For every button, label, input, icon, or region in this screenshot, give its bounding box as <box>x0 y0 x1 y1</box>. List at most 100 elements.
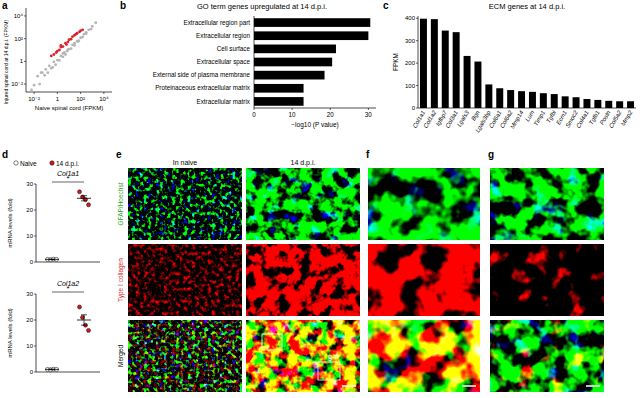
x-tick <box>57 92 58 94</box>
category-label: Timp1 <box>533 110 547 127</box>
micrograph-bg <box>128 244 242 316</box>
scatter-point <box>58 59 61 62</box>
scale-bar <box>342 385 356 387</box>
micrograph <box>128 168 242 240</box>
scatter-point <box>90 28 93 31</box>
dot <box>87 328 91 332</box>
category-label: Col1a2 <box>423 109 438 129</box>
category-label: Col4a1 <box>575 110 590 129</box>
scatter-point <box>40 71 43 74</box>
plot-marks <box>254 18 370 106</box>
x-axis <box>254 108 376 109</box>
bar <box>420 19 427 108</box>
plot-marks <box>45 305 91 372</box>
error-cap <box>81 325 87 326</box>
bar <box>507 90 514 108</box>
panel-letter: f <box>366 149 370 160</box>
x-tick-label: 10⁴ <box>99 96 109 102</box>
scatter-point <box>43 74 46 77</box>
y-tick <box>24 38 26 39</box>
micrograph-bg <box>246 168 360 240</box>
micrograph-bg <box>368 168 480 240</box>
category-label: Mmp2 <box>620 109 634 127</box>
error-bar <box>49 259 55 261</box>
y-tick <box>24 84 26 85</box>
chart-title: GO term genes upregulated at 14 d.p.i. <box>197 2 327 11</box>
inset-box <box>262 334 282 350</box>
bar <box>254 58 332 67</box>
bar <box>485 84 492 108</box>
dot <box>87 203 91 207</box>
x-tick-label: 10² <box>76 96 85 102</box>
column-header: In naive <box>173 159 198 166</box>
scatter-point <box>38 83 41 86</box>
y-tick <box>34 262 36 263</box>
category-label: Extracellular region part <box>184 19 251 27</box>
bar <box>442 31 449 108</box>
x-tick-label: 10 <box>289 111 297 118</box>
dot <box>78 190 82 194</box>
column-header: 14 d.p.i. <box>291 159 316 167</box>
category-label: Col5a2 <box>608 109 623 129</box>
x-tick-label: 10⁻² <box>28 96 40 102</box>
row-label: GFAP/Hoechst <box>117 182 124 225</box>
y-tick <box>416 18 418 19</box>
micrograph <box>128 320 242 392</box>
panel-letter: a <box>2 0 8 11</box>
x-axis-label: Naive spinal cord (FPKM) <box>35 105 103 111</box>
category-label: Mmp14 <box>509 109 525 130</box>
row-label: Type I collagen <box>117 258 125 302</box>
legend-label: 14 d.p.i. <box>56 160 79 168</box>
scatter-point <box>70 38 73 41</box>
x-tick <box>103 92 104 94</box>
scatter-point <box>50 55 53 58</box>
error-bar <box>49 369 55 371</box>
plot-marks <box>420 19 634 108</box>
y-tick-label: 30 <box>26 291 33 297</box>
micrograph <box>490 168 604 240</box>
x-tick <box>368 108 369 110</box>
scatter-point <box>65 43 68 46</box>
y-tick <box>34 294 36 295</box>
bar <box>254 97 304 106</box>
micrograph-bg <box>490 320 604 392</box>
y-tick-label: 0 <box>412 105 416 111</box>
bar <box>529 92 536 108</box>
y-tick-label: 400 <box>405 15 416 21</box>
legend-label: Naive <box>20 160 37 167</box>
y-tick <box>24 15 26 16</box>
y-tick-label: 0 <box>30 259 34 265</box>
scatter-point <box>30 89 33 92</box>
x-axis <box>26 92 112 93</box>
bar <box>627 101 634 108</box>
bar <box>254 31 368 40</box>
y-tick-label: 200 <box>405 60 416 66</box>
scatter-point <box>44 68 47 71</box>
scatter-point <box>77 39 80 42</box>
x-tick <box>80 92 81 94</box>
x-axis-label: −log10 (P value) <box>291 121 338 129</box>
inset-box <box>318 362 340 380</box>
scatter-point <box>55 51 58 54</box>
y-tick-label: 300 <box>405 38 416 44</box>
scale-bar <box>586 385 600 387</box>
bar <box>254 45 336 54</box>
micrograph <box>368 168 480 240</box>
x-axis <box>36 262 100 263</box>
plot-marks <box>45 190 91 262</box>
bar <box>518 91 525 108</box>
x-tick <box>254 108 255 110</box>
scatter-point <box>54 63 57 66</box>
x-axis <box>36 372 100 373</box>
x-tick-label: 1 <box>56 96 60 102</box>
scatter-point <box>81 28 84 31</box>
panel-letter: g <box>488 149 494 160</box>
scatter-point <box>73 42 76 45</box>
y-tick-label: 10 <box>26 343 33 349</box>
y-tick <box>34 372 36 373</box>
scatter-point <box>52 60 55 63</box>
y-axis <box>254 16 255 108</box>
scatter-point <box>66 48 69 51</box>
y-tick <box>416 108 418 109</box>
bar <box>540 93 547 108</box>
